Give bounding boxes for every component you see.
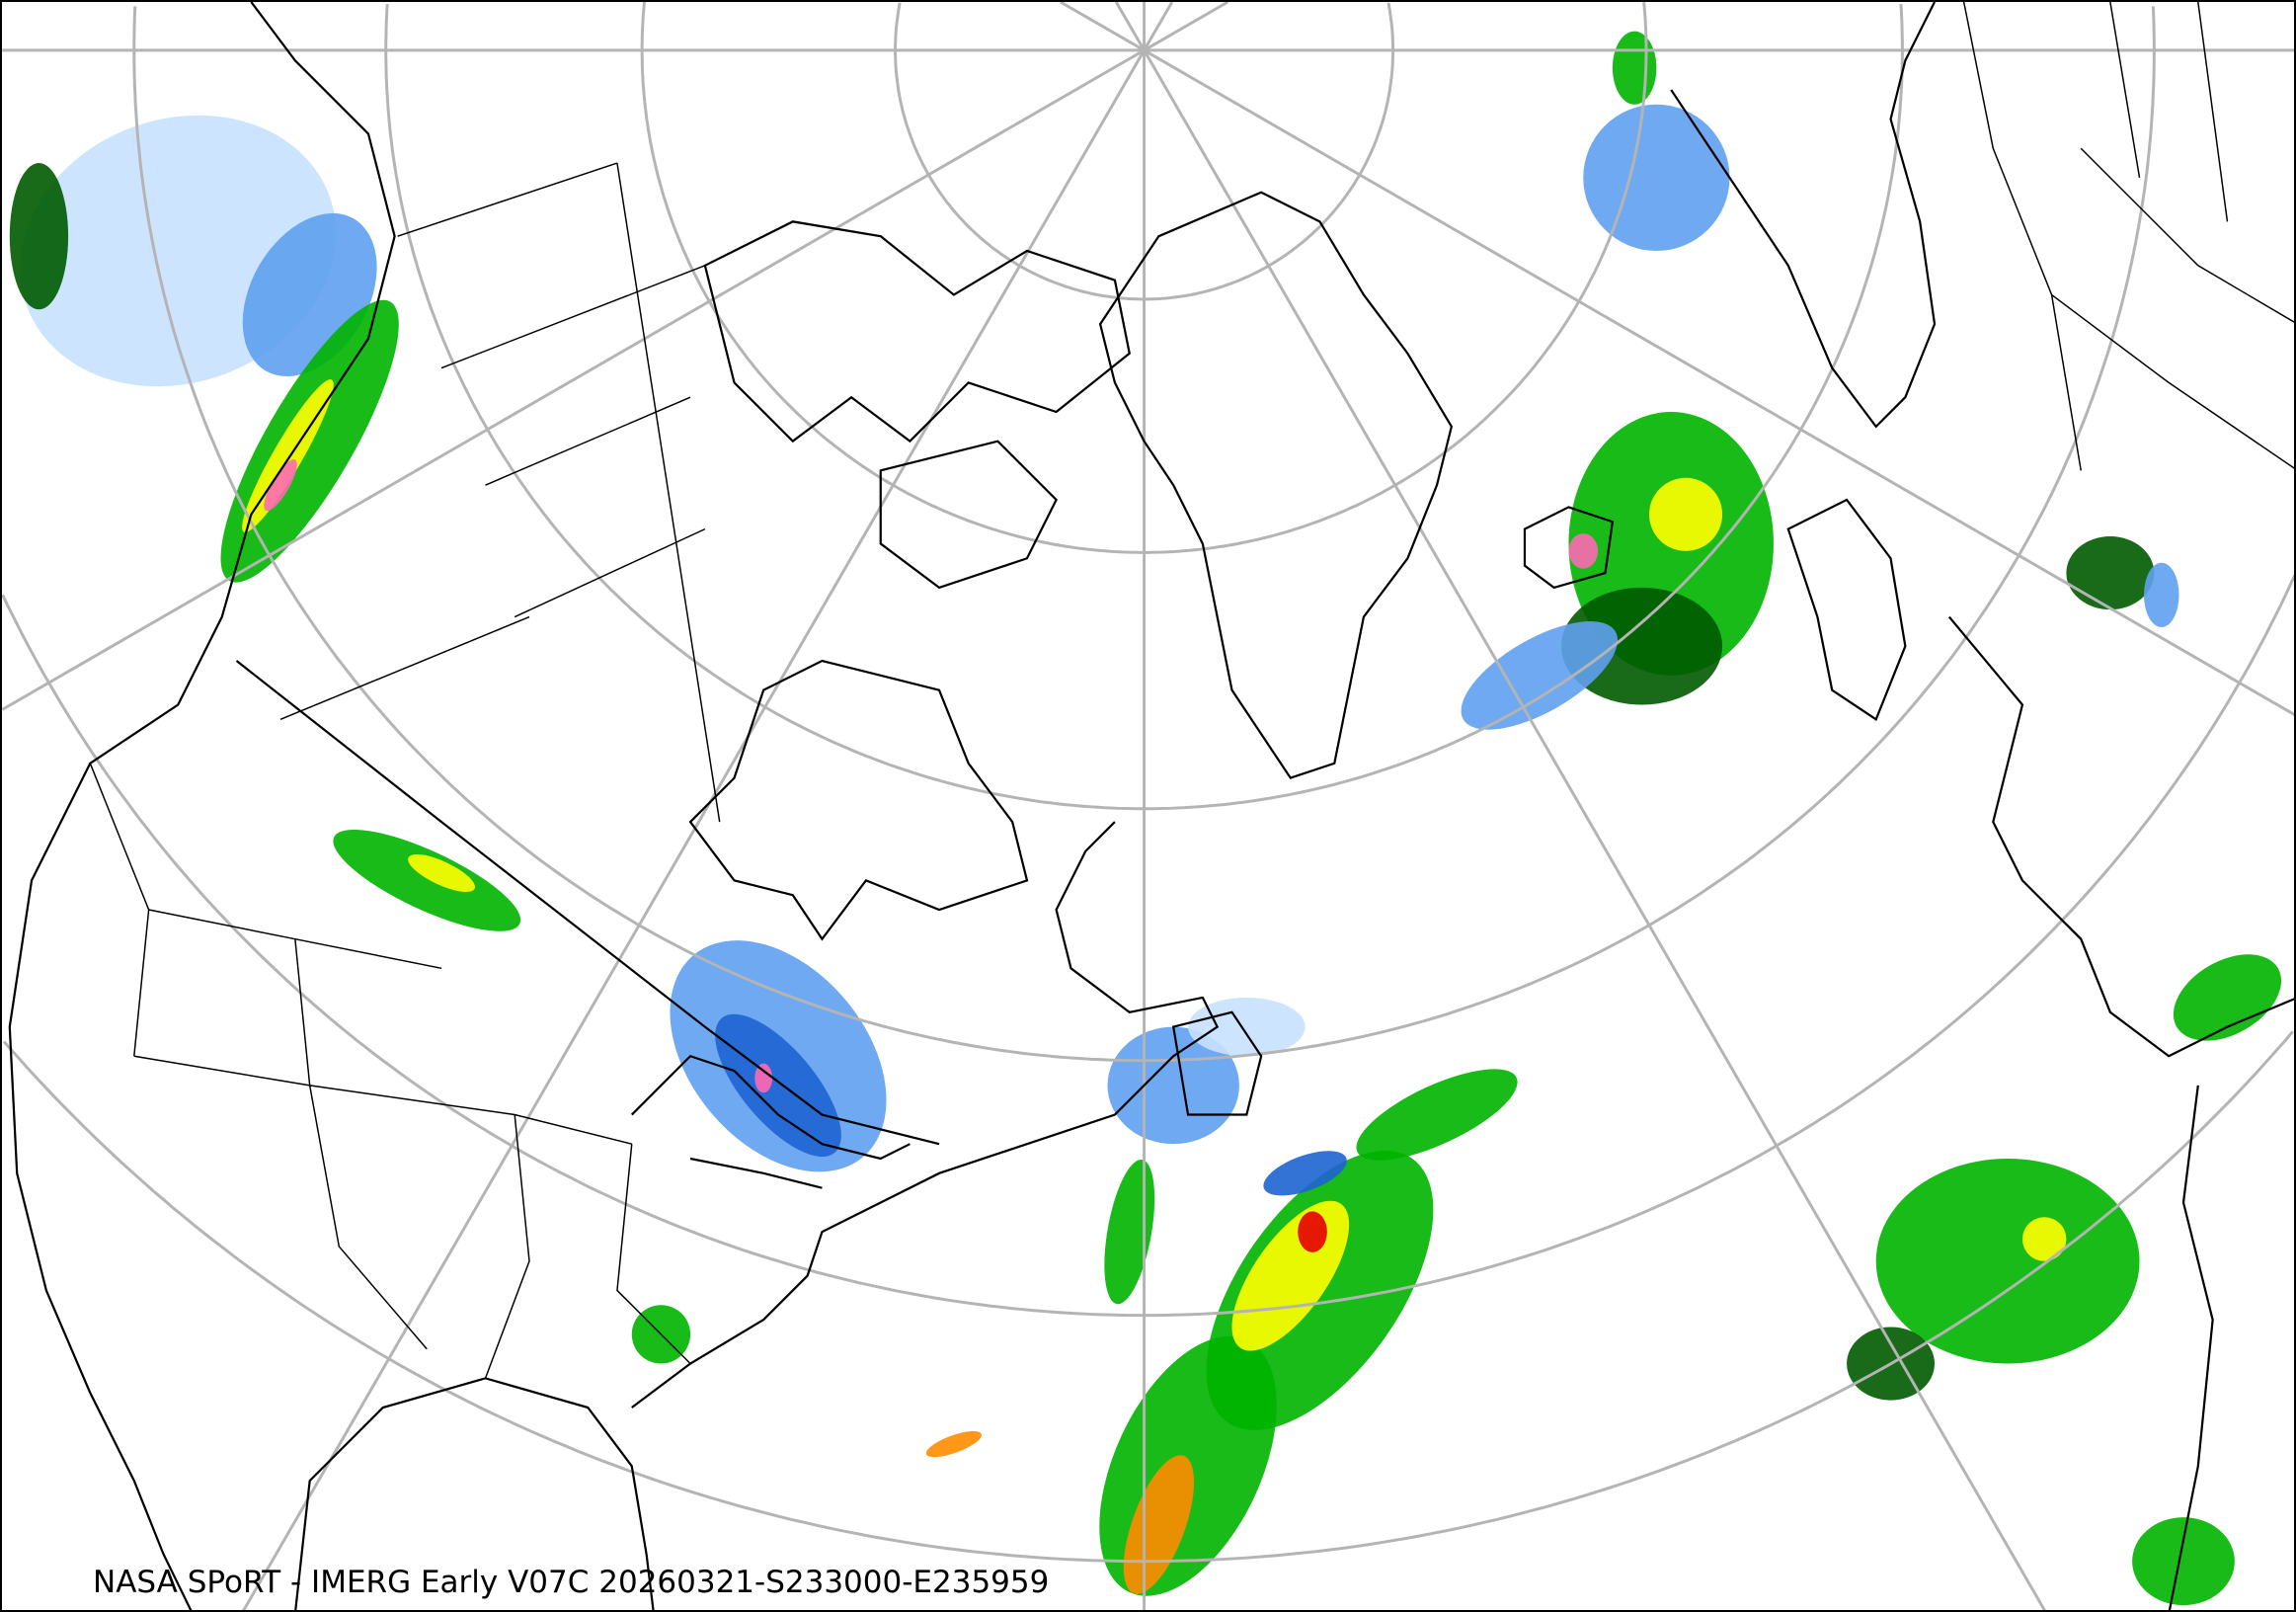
meridian-line: [1143, 2, 1229, 52]
precip-area-mixed: [264, 459, 297, 512]
precip-area-rain-light: [1104, 1160, 1155, 1305]
precip-area-rain-heavy: [408, 853, 476, 892]
us-gulf-east-coast: [294, 821, 1220, 1610]
precip-area-rain-light: [1875, 1159, 2140, 1364]
precip-area-rain-light: [1612, 31, 1657, 105]
precip-area-snow-heavy: [1263, 1151, 1347, 1196]
arctic-archipelago: [703, 220, 1131, 590]
meridian-line: [1060, 2, 1146, 52]
precip-area-snow-moderate: [2143, 562, 2179, 627]
precip-area-mixed: [754, 1063, 773, 1093]
meridian-line: [1143, 48, 2294, 716]
precip-area-rain-light: [1356, 1069, 1518, 1161]
precip-area-rain-light: [333, 829, 521, 931]
meridian-line: [2, 48, 1146, 711]
precip-area-rain-dark: [1561, 587, 1723, 705]
latitude-circle: [2, 1030, 2294, 1564]
precip-area-rain-dark: [2066, 536, 2155, 610]
meridian-line: [1143, 49, 2046, 1610]
latitude-circle: [2, 574, 2294, 1318]
precip-area-rain-heavy: [1648, 477, 1723, 551]
europe-coast: [1947, 615, 2294, 1610]
newfoundland: [1171, 1010, 1263, 1116]
precip-area-snow-moderate: [1461, 621, 1619, 730]
us-state-lines: [89, 763, 691, 1379]
precip-area-rain-heavy: [2021, 1217, 2067, 1261]
precip-area-mixed: [1568, 533, 1599, 569]
latitude-circle: [640, 2, 1648, 554]
meridian-line: [242, 49, 1146, 1610]
scandinavia: [1670, 2, 1937, 429]
latitude-circle: [132, 6, 2156, 1063]
precip-area-rain-light: [2173, 954, 2282, 1041]
meridian-line: [1143, 2, 1174, 51]
canada-boundary: [235, 660, 940, 1146]
british-isles: [1786, 498, 1907, 722]
precip-area-snow-light: [1188, 997, 1306, 1057]
north-america-west-coast: [8, 2, 396, 1610]
latitude-circle: [384, 3, 1904, 811]
coastlines-and-borders: [8, 2, 2294, 1610]
precip-area-snow-heavy: [715, 1013, 841, 1158]
map-caption: NASA SPoRT - IMERG Early V07C 20260321-S…: [93, 1565, 1050, 1600]
great-lakes: [630, 1054, 910, 1189]
precip-area-rain-dark: [9, 163, 69, 310]
latitude-circle: [894, 2, 1395, 301]
canada-province-lines: [279, 162, 721, 823]
precip-area-rain-extreme: [1298, 1211, 1327, 1252]
precip-area-snow-moderate: [1583, 104, 1730, 251]
precip-area-rain-light: [2132, 1517, 2235, 1606]
europe-borders: [1962, 2, 2294, 471]
hudson-bay: [688, 659, 1029, 941]
precip-area-rain-very_heavy: [925, 1430, 982, 1458]
precipitation-layer: [9, 31, 2282, 1606]
greenland: [1098, 191, 1454, 779]
meridian-line: [1114, 2, 1146, 51]
iceland: [1523, 506, 1615, 590]
precip-area-rain-very_heavy: [1123, 1455, 1195, 1594]
